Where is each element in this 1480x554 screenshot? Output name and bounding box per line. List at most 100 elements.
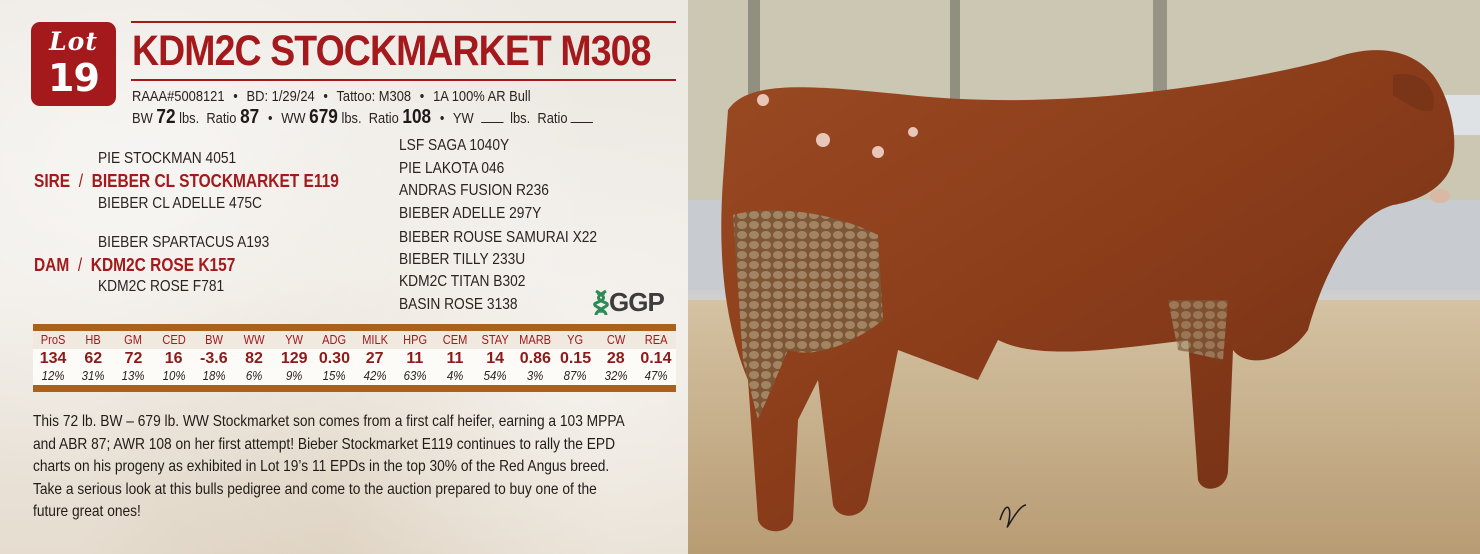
epd-header: WW — [243, 332, 265, 347]
epd-header: HPG — [402, 332, 427, 347]
separator-dot: • — [233, 88, 238, 105]
bull-photo-illustration — [688, 0, 1480, 554]
separator-dot: • — [267, 110, 273, 127]
lot-info-panel: Lot 19 KDM2C STOCKMARKET M308 RAAA#50081… — [0, 0, 688, 554]
epd-table: ProS HB GM CED BW WW YW ADG MILK HPG CEM… — [33, 324, 676, 392]
epd-percentile: 6% — [245, 368, 263, 383]
ggp-text: GGP — [609, 287, 665, 317]
epd-value: 11 — [446, 350, 464, 367]
slash: / — [78, 171, 84, 191]
epd-value: 11 — [406, 350, 424, 367]
dam-dam: KDM2C ROSE F781 — [98, 278, 225, 295]
dam-sire: BIEBER SPARTACUS A193 — [98, 234, 270, 251]
separator-dot: • — [439, 110, 445, 127]
epd-value: -3.6 — [200, 350, 228, 367]
description-line: This 72 lb. BW – 679 lb. WW Stockmarket … — [33, 413, 625, 430]
epd-header: YG — [567, 332, 584, 347]
sire-dam: BIEBER CL ADELLE 475C — [98, 195, 262, 212]
bw-ratio: 87 — [240, 106, 260, 128]
epd-value: 62 — [84, 350, 103, 367]
tattoo: Tattoo: M308 — [336, 88, 412, 105]
epd-percentile: 9% — [285, 368, 303, 383]
epd-value: 14 — [486, 350, 505, 367]
epd-header: GM — [124, 332, 143, 347]
third-gen-2: PIE LAKOTA 046 — [399, 160, 505, 177]
epd-value: 134 — [39, 350, 67, 367]
bw-label: BW — [132, 110, 153, 127]
epd-value: 72 — [124, 350, 143, 367]
epd-percentile: 31% — [81, 368, 105, 383]
bw-ratio-label: Ratio — [206, 110, 237, 127]
dam-name: KDM2C ROSE K157 — [90, 255, 236, 275]
yw-unit: lbs. — [510, 110, 531, 127]
description-line: and ABR 87; AWR 108 on her first attempt… — [33, 435, 616, 453]
weights-line: BW 72 lbs. Ratio 87 • WW 679 lbs. Ratio … — [132, 106, 597, 129]
epd-values-row: 134 62 72 16 -3.6 82 129 0.30 27 11 11 1… — [33, 349, 676, 368]
bw-value: 72 — [156, 106, 176, 128]
lot-description: This 72 lb. BW – 679 lb. WW Stockmarket … — [33, 411, 669, 524]
third-gen-3: ANDRAS FUSION R236 — [399, 182, 549, 199]
epd-percentile: 42% — [363, 368, 387, 383]
epd-value: 82 — [245, 350, 263, 367]
third-gen-8: BASIN ROSE 3138 — [399, 296, 518, 313]
epd-percentile: 63% — [403, 368, 427, 383]
epd-header: CEM — [442, 332, 468, 347]
epd-value: 0.86 — [519, 350, 551, 367]
registration-number: RAAA#5008121 — [132, 88, 225, 105]
description-line: Take a serious look at this bulls pedigr… — [33, 480, 597, 498]
epd-value: 129 — [280, 350, 308, 367]
epd-percentile: 32% — [604, 368, 628, 383]
description-line: future great ones! — [33, 503, 141, 520]
epd-header: YW — [285, 332, 304, 347]
epd-header: ProS — [40, 332, 66, 347]
third-gen-6: BIEBER TILLY 233U — [399, 251, 526, 268]
epd-percentile: 3% — [527, 368, 544, 383]
epd-percentile: 18% — [202, 368, 226, 383]
epd-header: ADG — [322, 332, 347, 347]
epd-value: 28 — [606, 350, 625, 367]
epd-top-bar — [33, 324, 676, 331]
lot-badge: Lot 19 — [31, 22, 116, 106]
birth-date: BD: 1/29/24 — [246, 88, 315, 105]
epd-header: CED — [161, 332, 186, 347]
epd-percentile-row: 12% 31% 13% 10% 18% 6% 9% 15% 42% 63% 4%… — [33, 368, 676, 383]
epd-header: STAY — [481, 332, 509, 347]
epd-body: 134 62 72 16 -3.6 82 129 0.30 27 11 11 1… — [33, 349, 676, 385]
epd-value: 27 — [365, 350, 384, 367]
registration-line: RAAA#5008121 • BD: 1/29/24 • Tattoo: M30… — [132, 88, 531, 105]
epd-header: MARB — [519, 332, 552, 347]
sire-sire: PIE STOCKMAN 4051 — [98, 150, 237, 167]
separator-dot: • — [419, 88, 425, 105]
epd-percentile: 12% — [41, 368, 65, 383]
slash: / — [77, 255, 83, 275]
epd-header: CW — [606, 332, 625, 347]
ww-unit: lbs. — [341, 110, 362, 127]
dna-helix-icon — [593, 289, 609, 315]
epd-value: 16 — [164, 350, 183, 367]
epd-percentile: 13% — [122, 368, 145, 383]
epd-value: 0.30 — [318, 350, 350, 367]
sire-name: BIEBER CL STOCKMARKET E119 — [91, 171, 339, 191]
yw-label: YW — [452, 110, 474, 127]
bull-photo — [688, 0, 1480, 554]
lot-number: 19 — [48, 56, 100, 100]
title-rule-bottom — [131, 79, 676, 81]
epd-percentile: 10% — [162, 368, 186, 383]
ww-value: 679 — [309, 106, 338, 128]
epd-header: MILK — [361, 332, 388, 347]
epd-bottom-bar — [33, 385, 676, 392]
epd-header: BW — [204, 332, 223, 347]
yw-ratio-blank — [570, 111, 594, 123]
epd-value: 0.14 — [640, 350, 672, 367]
animal-type: 1A 100% AR Bull — [433, 88, 531, 105]
epd-percentile: 15% — [322, 368, 346, 383]
dam-label: DAM / KDM2C ROSE K157 — [34, 255, 235, 276]
animal-title: KDM2C STOCKMARKET M308 — [132, 27, 651, 75]
sire-label: SIRE / BIEBER CL STOCKMARKET E119 — [34, 171, 339, 192]
description-line: charts on his progeny as exhibited in Lo… — [33, 458, 610, 475]
third-gen-1: LSF SAGA 1040Y — [399, 137, 510, 154]
third-gen-5: BIEBER ROUSE SAMURAI X22 — [399, 229, 598, 246]
ww-label: WW — [281, 110, 306, 127]
epd-header: HB — [85, 332, 101, 347]
